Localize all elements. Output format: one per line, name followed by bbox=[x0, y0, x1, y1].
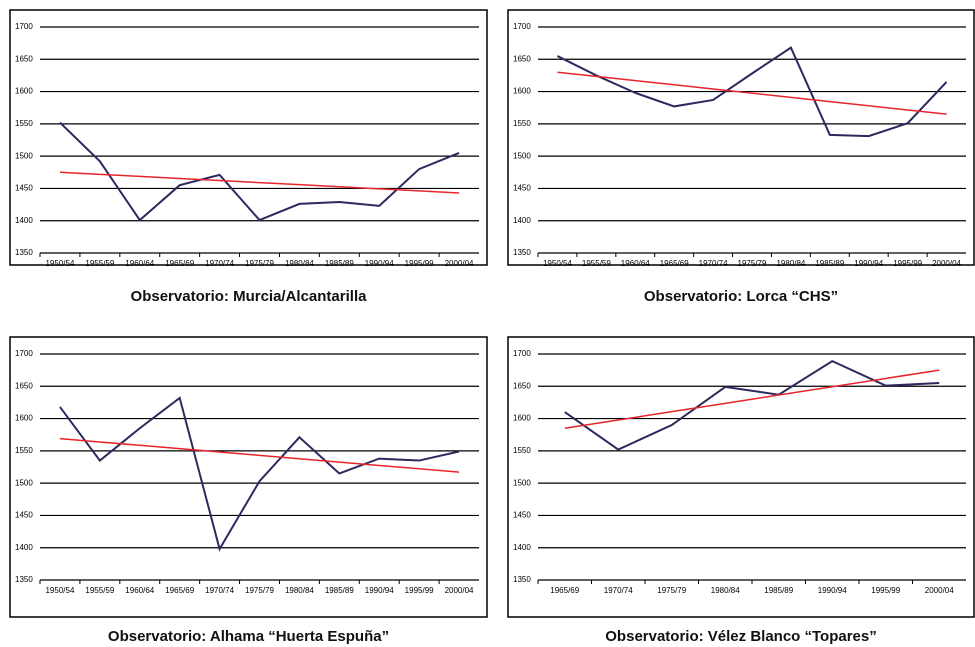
x-tick-label: 1990/94 bbox=[854, 259, 883, 268]
y-tick-label: 1450 bbox=[15, 184, 33, 193]
x-tick-label: 1950/54 bbox=[45, 259, 74, 268]
x-tick-label: 1975/79 bbox=[657, 586, 686, 595]
x-tick-label: 1985/89 bbox=[325, 259, 354, 268]
x-tick-label: 1995/99 bbox=[405, 586, 434, 595]
chart-caption: Observatorio: Alhama “Huerta Espuña” bbox=[108, 628, 389, 645]
trend-line bbox=[564, 369, 940, 429]
y-tick-label: 1600 bbox=[513, 414, 531, 423]
x-tick-label: 1950/54 bbox=[543, 259, 572, 268]
chart-frame bbox=[507, 336, 975, 618]
x-tick-label: 1975/79 bbox=[738, 259, 767, 268]
x-tick-label: 1965/69 bbox=[165, 259, 194, 268]
x-tick-label: 1995/99 bbox=[871, 586, 900, 595]
y-tick-label: 1450 bbox=[15, 511, 33, 520]
x-tick-label: 1980/84 bbox=[711, 586, 740, 595]
y-tick-label: 1350 bbox=[513, 575, 531, 584]
chart-caption: Observatorio: Lorca “CHS” bbox=[644, 288, 838, 305]
x-tick-label: 1970/74 bbox=[699, 259, 728, 268]
x-tick-label: 1955/59 bbox=[85, 586, 114, 595]
x-tick-label: 1975/79 bbox=[245, 586, 274, 595]
x-tick-label: 1970/74 bbox=[604, 586, 633, 595]
y-tick-label: 1650 bbox=[15, 381, 33, 390]
x-tick-label: 2000/04 bbox=[932, 259, 961, 268]
x-tick-label: 2000/04 bbox=[445, 259, 474, 268]
y-tick-label: 1650 bbox=[513, 54, 531, 63]
chart-caption: Observatorio: Murcia/Alcantarilla bbox=[131, 288, 368, 305]
x-tick-label: 1980/84 bbox=[285, 259, 314, 268]
trend-line bbox=[59, 437, 460, 473]
data-line bbox=[557, 46, 948, 138]
y-tick-label: 1700 bbox=[513, 22, 531, 31]
y-tick-label: 1400 bbox=[513, 216, 531, 225]
y-tick-label: 1450 bbox=[513, 511, 531, 520]
y-tick-label: 1550 bbox=[15, 446, 33, 455]
chart-frame bbox=[9, 336, 488, 618]
x-tick-label: 1995/99 bbox=[405, 259, 434, 268]
y-tick-label: 1350 bbox=[513, 248, 531, 257]
x-tick-label: 1965/69 bbox=[660, 259, 689, 268]
x-tick-label: 2000/04 bbox=[445, 586, 474, 595]
x-tick-label: 1960/64 bbox=[125, 259, 154, 268]
data-line bbox=[59, 121, 460, 222]
y-tick-label: 1600 bbox=[15, 87, 33, 96]
x-tick-label: 1970/74 bbox=[205, 586, 234, 595]
y-tick-label: 1600 bbox=[15, 414, 33, 423]
x-tick-label: 1965/69 bbox=[550, 586, 579, 595]
y-tick-label: 1700 bbox=[15, 349, 33, 358]
y-tick-label: 1550 bbox=[513, 119, 531, 128]
y-tick-label: 1650 bbox=[15, 54, 33, 63]
y-tick-label: 1700 bbox=[15, 22, 33, 31]
data-line bbox=[564, 359, 940, 451]
y-tick-label: 1650 bbox=[513, 381, 531, 390]
x-tick-label: 1975/79 bbox=[245, 259, 274, 268]
y-tick-label: 1450 bbox=[513, 184, 531, 193]
x-tick-label: 1965/69 bbox=[165, 586, 194, 595]
y-tick-label: 1550 bbox=[513, 446, 531, 455]
data-line bbox=[59, 396, 460, 552]
x-tick-label: 1980/84 bbox=[285, 586, 314, 595]
chart-frame bbox=[9, 9, 488, 266]
trend-line bbox=[59, 171, 460, 194]
chart-frame bbox=[507, 9, 975, 266]
y-tick-label: 1600 bbox=[513, 87, 531, 96]
x-tick-label: 1970/74 bbox=[205, 259, 234, 268]
y-tick-label: 1500 bbox=[513, 151, 531, 160]
x-tick-label: 2000/04 bbox=[925, 586, 954, 595]
x-tick-label: 1995/99 bbox=[893, 259, 922, 268]
x-tick-label: 1955/59 bbox=[582, 259, 611, 268]
x-tick-label: 1960/64 bbox=[621, 259, 650, 268]
x-tick-label: 1985/89 bbox=[764, 586, 793, 595]
y-tick-label: 1550 bbox=[15, 119, 33, 128]
trend-line bbox=[557, 71, 947, 115]
x-tick-label: 1990/94 bbox=[365, 586, 394, 595]
y-tick-label: 1350 bbox=[15, 575, 33, 584]
y-tick-label: 1500 bbox=[15, 478, 33, 487]
y-tick-label: 1700 bbox=[513, 349, 531, 358]
x-tick-label: 1985/89 bbox=[325, 586, 354, 595]
x-tick-label: 1950/54 bbox=[45, 586, 74, 595]
y-tick-label: 1400 bbox=[15, 216, 33, 225]
x-tick-label: 1990/94 bbox=[365, 259, 394, 268]
x-tick-label: 1960/64 bbox=[125, 586, 154, 595]
x-tick-label: 1990/94 bbox=[818, 586, 847, 595]
x-tick-label: 1985/89 bbox=[815, 259, 844, 268]
y-tick-label: 1500 bbox=[15, 151, 33, 160]
x-tick-label: 1980/84 bbox=[776, 259, 805, 268]
chart-caption: Observatorio: Vélez Blanco “Topares” bbox=[605, 628, 876, 645]
y-tick-label: 1400 bbox=[513, 543, 531, 552]
y-tick-label: 1500 bbox=[513, 478, 531, 487]
y-tick-label: 1400 bbox=[15, 543, 33, 552]
x-tick-label: 1955/59 bbox=[85, 259, 114, 268]
y-tick-label: 1350 bbox=[15, 248, 33, 257]
